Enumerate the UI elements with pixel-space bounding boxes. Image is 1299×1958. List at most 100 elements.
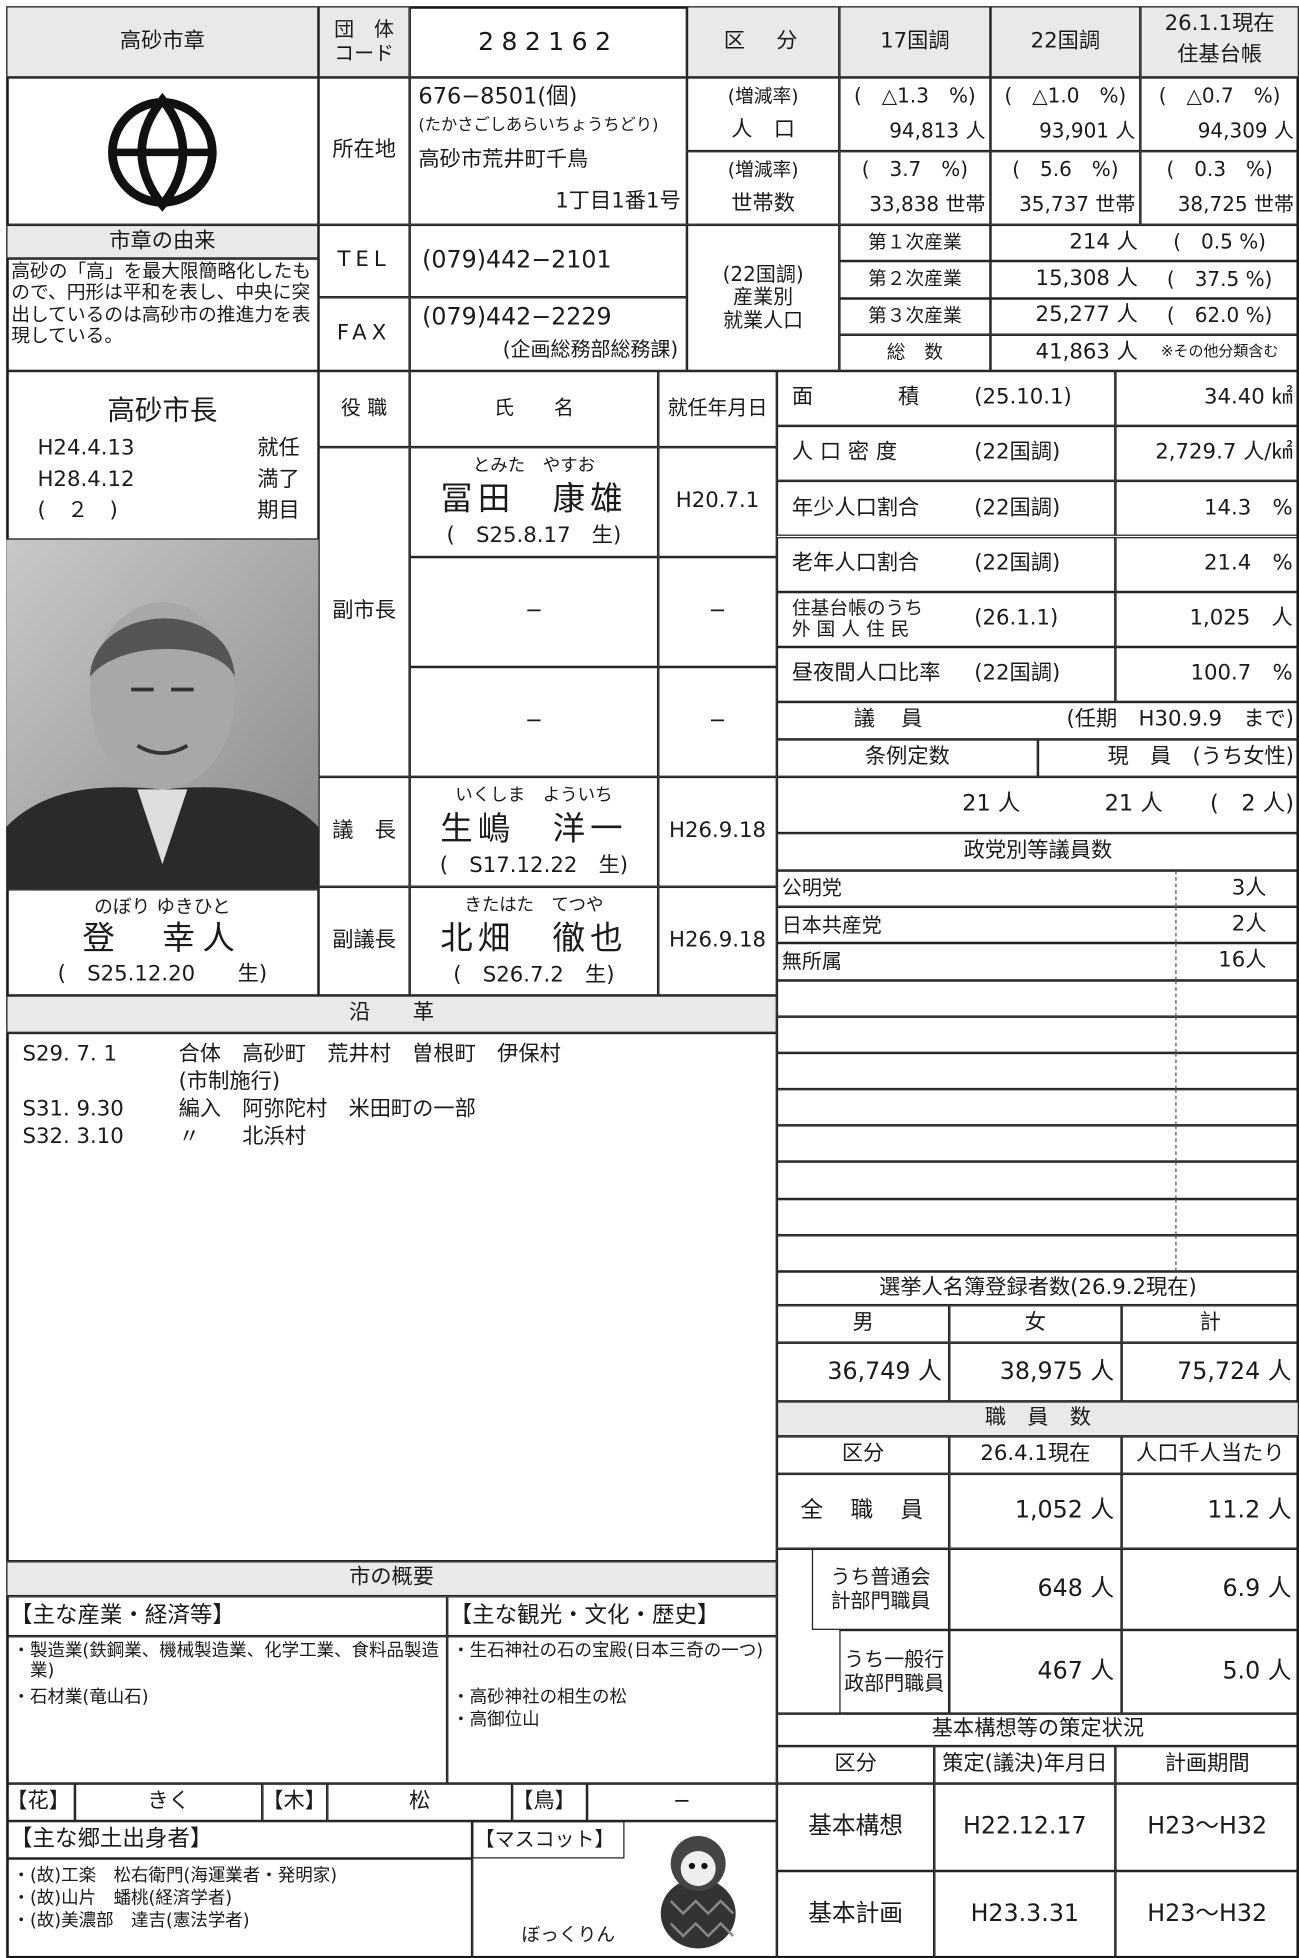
text: ( 5.6 %) (1012, 157, 1119, 182)
cell-border (1115, 1746, 1299, 1784)
text: 33,838 世帯 (869, 192, 986, 216)
cell-border (1121, 1436, 1299, 1474)
text: 【木】 (262, 1788, 326, 1814)
text: 所在地 (332, 137, 396, 163)
cell-border (1037, 739, 1299, 777)
text: 就任 (257, 435, 300, 461)
text: ・(故)工楽 松右衛門(海運業者・発明家) (12, 1865, 338, 1886)
cell-border (6, 1821, 473, 1859)
text: 5.0 人 (1222, 1656, 1292, 1685)
text: (22国調) (974, 440, 1061, 466)
text: 高砂市荒井町千鳥 (418, 147, 589, 173)
text: 93,901 人 (1039, 118, 1136, 143)
text: 全 職 員 (800, 1497, 926, 1524)
dashed-divider (1175, 1052, 1177, 1090)
text: ( △0.7 %) (1158, 84, 1281, 108)
text: 総 数 (886, 340, 943, 364)
text: ( S26.7.2 生) (453, 963, 615, 989)
cell-border (1115, 481, 1299, 537)
text: 【主な観光・文化・歴史】 (449, 1602, 720, 1629)
text: 第３次産業 (868, 304, 962, 327)
text: ( S25.12.20 生) (57, 962, 268, 987)
cell-border (776, 870, 1299, 907)
text: 条例定数 (864, 744, 950, 770)
text: (増減率) (727, 84, 799, 108)
cell-border (776, 1089, 1299, 1126)
cell-border (409, 447, 659, 558)
cell-border (409, 77, 687, 225)
text: 日本共産党 (781, 912, 882, 937)
text: H28.4.12 (37, 466, 135, 492)
cell-border (447, 1636, 777, 1784)
cell-border (658, 776, 777, 887)
cell-border (934, 1783, 1116, 1872)
cell-border (1121, 1342, 1299, 1402)
cell-border (318, 447, 410, 777)
text: 1,052 人 (1014, 1496, 1115, 1524)
cell-border (658, 370, 777, 448)
cell-border (776, 426, 1116, 482)
cell-border (839, 261, 991, 298)
dashed-divider (1175, 1198, 1177, 1235)
text: ( 37.5 %) (1166, 266, 1273, 291)
cell-border (262, 1783, 328, 1822)
cell-border (6, 6, 319, 78)
text: 22国調 (1030, 28, 1101, 54)
text: H22.12.17 (963, 1812, 1087, 1840)
cell-border (686, 151, 840, 225)
text: 1,025 人 (1189, 605, 1293, 631)
text: 高砂の「高」を最大限簡略化したもので、円形は平和を表し、中央に突出しているのは高… (11, 259, 312, 347)
text: 676−8501(個) (418, 83, 578, 110)
text: 住基台帳 (1177, 42, 1263, 68)
text: 【花】 (6, 1788, 70, 1814)
cell-border (1121, 1305, 1299, 1343)
text: きく (147, 1788, 190, 1814)
text: 計画期間 (1164, 1751, 1250, 1777)
text: 【主な郷土出身者】 (9, 1825, 213, 1852)
dashed-divider (1175, 870, 1177, 907)
cell-border (6, 1596, 448, 1637)
text: いくしま よういち (455, 785, 613, 806)
text: 計 (1199, 1310, 1221, 1336)
text: 人口千人当たり (1135, 1441, 1285, 1467)
text: ・製造業(鉄鋼業、機械製造業、化学工業、食料品製造業) (12, 1641, 439, 1682)
text: 冨田 康雄 (440, 480, 628, 519)
cell-border (776, 646, 1116, 702)
cell-border (1115, 370, 1299, 427)
cell-border (409, 297, 687, 371)
text: うち一般行 政部門職員 (844, 1647, 945, 1695)
text: 基本構想 (808, 1812, 904, 1840)
cell-border (447, 1596, 777, 1637)
text: 15,308 人 (1035, 266, 1138, 292)
text: (079)442−2229 (422, 303, 612, 332)
text: 選挙人名簿登録者数(26.9.2現在) (879, 1274, 1197, 1300)
text: (25.10.1) (974, 385, 1072, 411)
cell-border (776, 1473, 950, 1549)
cell-border (318, 224, 410, 298)
dashed-divider (1175, 943, 1177, 980)
text: 26.4.1現在 (980, 1441, 1091, 1467)
cell-border (327, 1783, 513, 1822)
cell-border (658, 886, 777, 996)
text: 21 人 (1104, 790, 1163, 818)
text: 25,277 人 (1035, 302, 1138, 328)
cell-border (990, 261, 1299, 298)
text: 人 口 (731, 117, 795, 143)
text: 北畑 徹也 (440, 920, 628, 959)
text: 登 幸人 (82, 919, 243, 958)
cell-border (1140, 77, 1299, 152)
text: 35,737 世帯 (1019, 192, 1136, 216)
dashed-divider (1175, 1235, 1177, 1272)
cell-border (318, 886, 410, 996)
text: (任期 H30.9.9 まで) (1066, 707, 1294, 733)
text: 区分 (841, 1441, 885, 1467)
cell-border (6, 1032, 777, 1562)
cell-border (1140, 6, 1299, 78)
cell-border (839, 334, 991, 371)
text: H26.9.18 (669, 818, 767, 844)
cell-border (1121, 1473, 1299, 1549)
cell-border (658, 447, 777, 558)
cell-border (990, 297, 1299, 335)
text: ・高御位山 (452, 1709, 540, 1730)
cell-border (587, 1783, 777, 1822)
